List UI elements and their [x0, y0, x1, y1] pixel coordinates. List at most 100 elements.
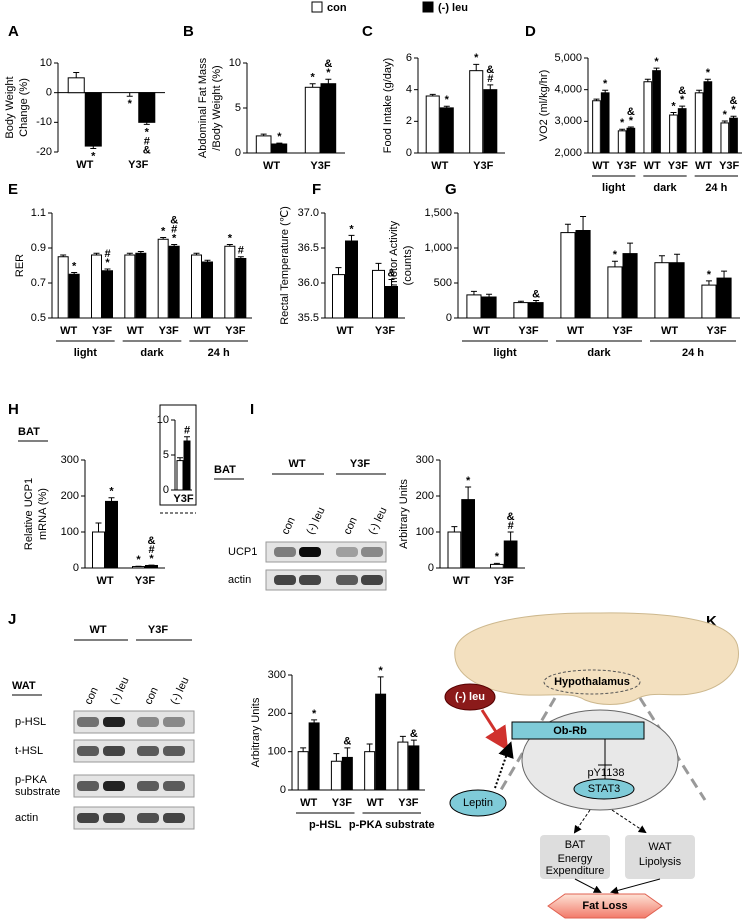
bar	[439, 107, 454, 154]
significance-mark: *	[349, 223, 354, 235]
error-bar	[193, 252, 200, 255]
bar	[235, 258, 247, 319]
arrow	[573, 809, 591, 834]
significance-mark: *	[105, 257, 110, 269]
significance-mark: &	[486, 64, 494, 76]
significance-mark: *	[654, 56, 659, 68]
band	[103, 746, 125, 756]
band	[103, 781, 125, 791]
error-bar	[487, 84, 494, 90]
x-tick-label: Y3F	[225, 325, 245, 337]
y-axis-label: Relative UCP1	[23, 478, 35, 550]
lane-label: (-) leu	[168, 675, 191, 706]
significance-mark: *	[629, 115, 634, 127]
bar	[345, 240, 358, 319]
band	[77, 813, 99, 823]
band	[137, 746, 159, 756]
bar	[68, 273, 80, 319]
error-bar	[644, 78, 651, 82]
bar	[469, 70, 484, 154]
error-bar	[721, 120, 728, 123]
bar	[375, 693, 387, 791]
bar	[308, 722, 320, 791]
bar	[372, 269, 385, 319]
y-tick-label: 4	[406, 84, 412, 96]
significance-mark: &	[507, 511, 515, 523]
row-label: actin	[228, 574, 251, 586]
significance-mark: *	[731, 104, 736, 116]
error-bar	[375, 262, 382, 271]
error-bar	[333, 753, 340, 762]
region-label: Hypothalamus	[554, 676, 630, 688]
significance-mark: &	[143, 144, 151, 156]
x-tick-label: WT	[567, 325, 584, 337]
bar	[135, 252, 147, 319]
band	[137, 717, 159, 727]
panel-letter: E	[8, 181, 18, 198]
error-bar	[486, 293, 493, 297]
bar	[447, 531, 462, 569]
x-tick-label: WT	[60, 325, 77, 337]
tissue-label: BAT	[214, 464, 236, 476]
error-bar	[611, 260, 618, 267]
lane-label: (-) leu	[366, 505, 389, 536]
significance-mark: #	[144, 135, 150, 147]
x-tick-label: Y3F	[494, 575, 514, 587]
significance-mark: #	[148, 544, 154, 556]
panel-letter: K	[706, 613, 717, 630]
bar	[330, 760, 342, 791]
bar	[677, 108, 687, 154]
significance-mark: *	[671, 100, 676, 112]
y-tick-label: 0.9	[31, 242, 46, 254]
significance-mark: *	[613, 249, 618, 261]
bar	[320, 83, 337, 154]
significance-mark: &	[388, 267, 396, 279]
x-tick-label: Y3F	[310, 160, 330, 172]
significance-mark: *	[149, 553, 154, 565]
legend-swatch	[311, 1, 323, 13]
y-tick-label: 5	[235, 102, 241, 114]
panel-letter: C	[362, 23, 373, 40]
y-axis-label: VO2 (ml/kg/hr)	[538, 70, 550, 142]
output-box	[540, 835, 610, 879]
x-tick-label: Y3F	[616, 160, 636, 172]
panel-letter: I	[250, 401, 254, 418]
significance-mark: #	[508, 520, 514, 532]
x-tick-label: WT	[367, 797, 384, 809]
receptor-box	[511, 721, 645, 740]
error-bar	[619, 128, 626, 131]
error-bar	[137, 251, 144, 254]
panel-letter: G	[445, 181, 457, 198]
error-bar	[602, 89, 609, 93]
diagram: K Hypothalamus Ob-Rb pY1138 STAT3 (-) le…	[444, 612, 739, 919]
error-bar	[399, 735, 406, 743]
y-tick-label: 37.0	[298, 207, 319, 219]
group-label: light	[493, 347, 517, 359]
significance-mark: #	[487, 73, 493, 85]
arrow	[611, 809, 647, 834]
y-tick-label: 100	[61, 526, 79, 538]
row-label: t-HSL	[15, 745, 43, 757]
bar	[271, 143, 288, 154]
significance-mark: &	[148, 535, 156, 547]
bar	[364, 751, 376, 791]
y-tick-label: 200	[268, 707, 286, 719]
lane-label: (-) leu	[304, 505, 327, 536]
error-bar	[366, 743, 373, 752]
significance-mark: *	[723, 109, 728, 121]
arrow	[574, 878, 602, 893]
group-label: Y3F	[350, 458, 370, 470]
panel-letter: A	[8, 23, 19, 40]
bar	[84, 92, 102, 147]
y-tick-label: 100	[416, 526, 434, 538]
bar	[513, 302, 529, 319]
error-bar	[260, 133, 267, 136]
bar	[466, 294, 482, 319]
lane-label: (-) leu	[108, 675, 131, 706]
bar	[145, 564, 158, 569]
x-tick-label: WT	[473, 325, 490, 337]
error-bar	[171, 244, 178, 247]
bar	[490, 563, 504, 569]
significance-mark: *	[109, 486, 114, 498]
bar	[626, 127, 636, 154]
